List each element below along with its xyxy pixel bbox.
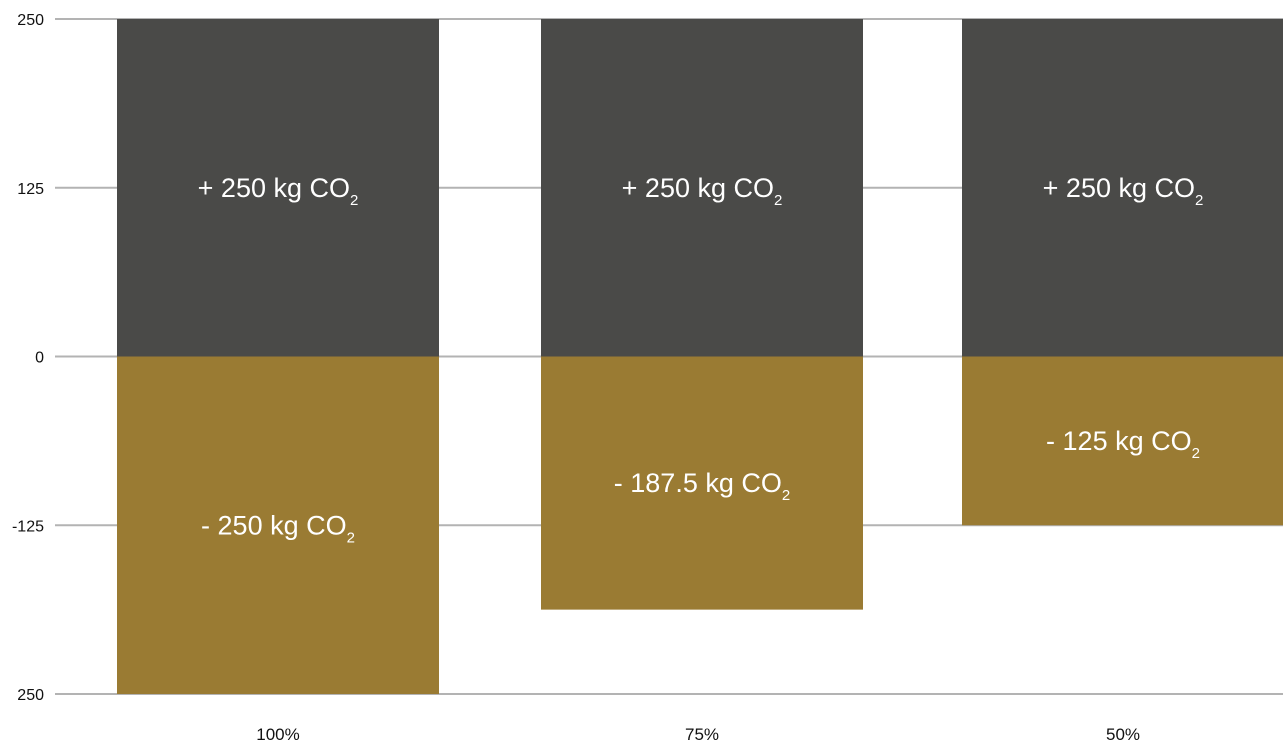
x-category-label: 100% (256, 725, 299, 744)
y-tick-label: 125 (17, 181, 44, 198)
positive-bar (541, 19, 863, 357)
y-tick-label: 250 (17, 687, 44, 704)
bars (117, 19, 1283, 694)
y-tick-label: 250 (17, 12, 44, 29)
positive-bar (962, 19, 1283, 357)
y-tick-label: -125 (12, 518, 44, 535)
x-category-label: 50% (1106, 725, 1140, 744)
y-axis: 250 125 0 -125 250 (12, 12, 44, 704)
y-tick-label: 0 (35, 350, 44, 367)
x-axis: 100% 75% 50% (256, 725, 1140, 744)
negative-bar (962, 356, 1283, 526)
negative-bar (117, 356, 439, 694)
positive-bar (117, 19, 439, 357)
negative-bar (541, 356, 863, 610)
x-category-label: 75% (685, 725, 719, 744)
